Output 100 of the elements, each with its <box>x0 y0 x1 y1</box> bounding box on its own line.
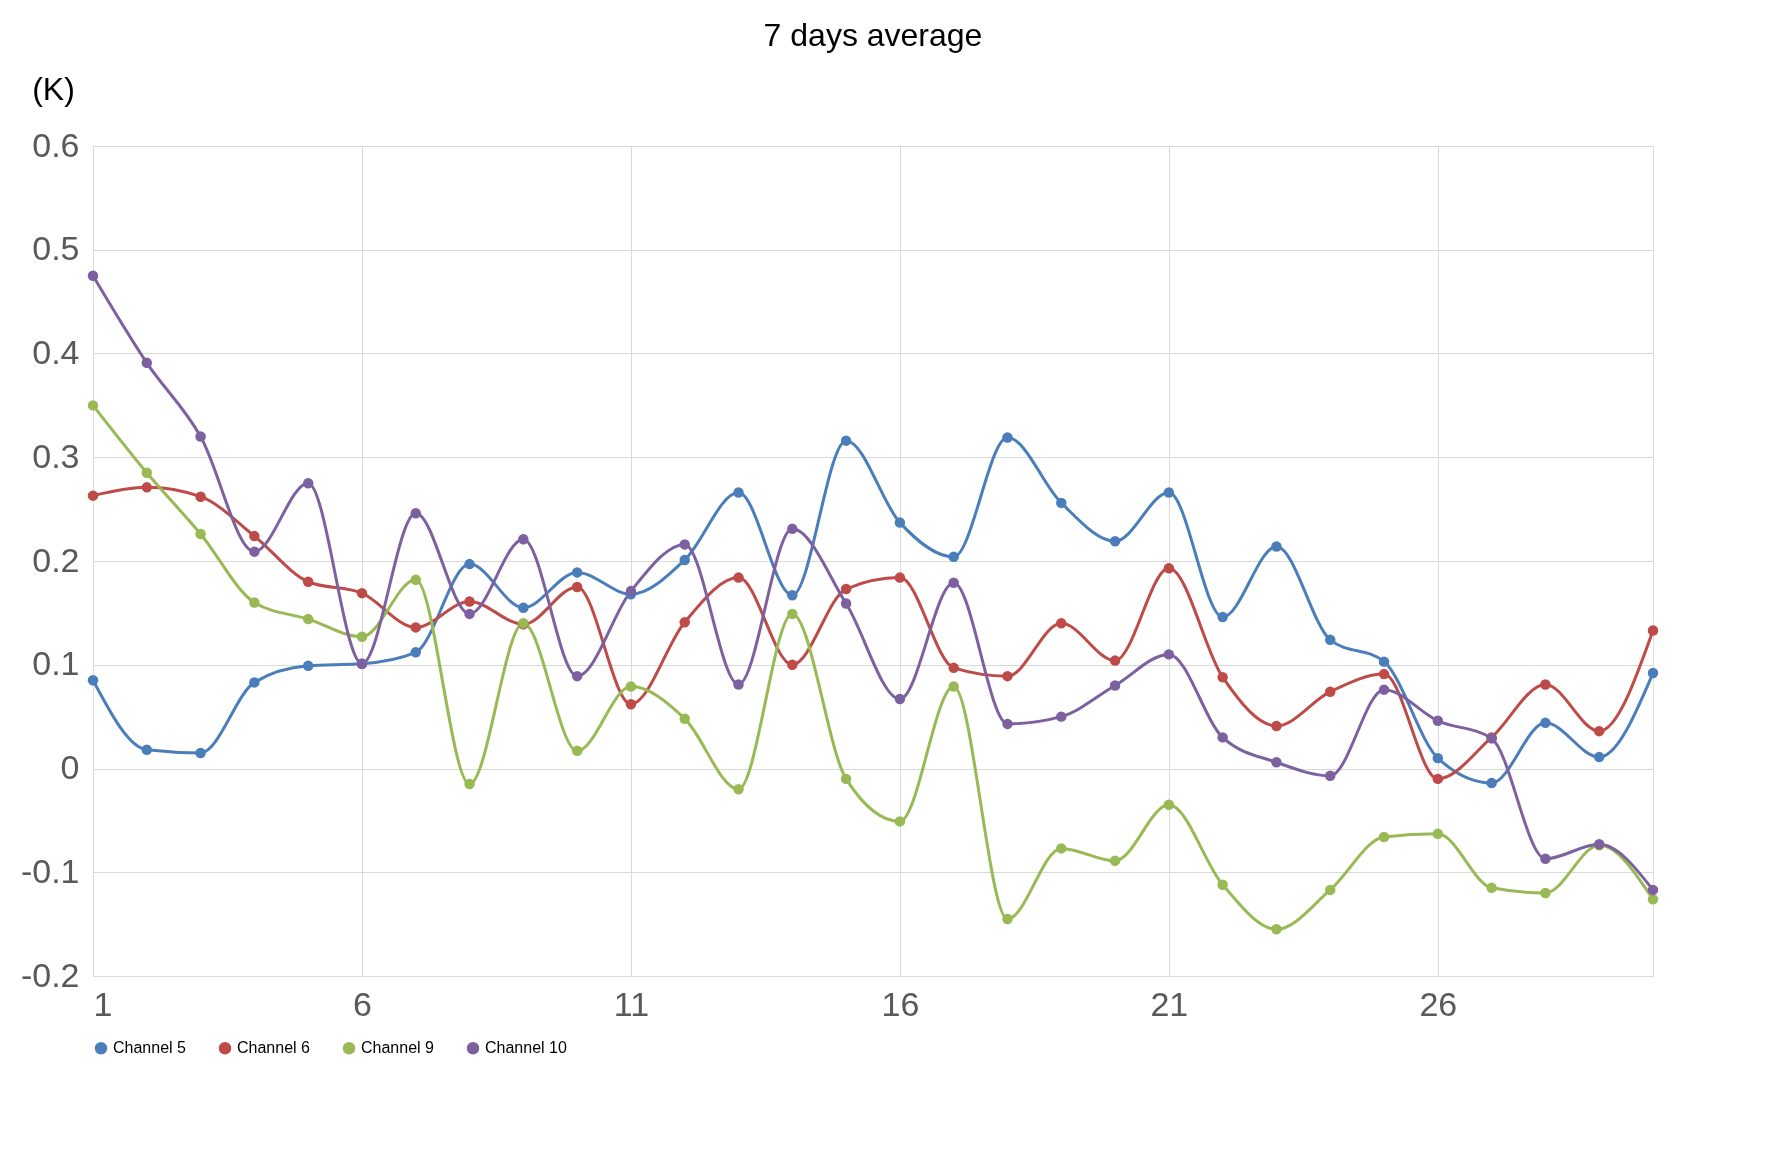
point <box>733 679 744 690</box>
point <box>356 587 368 599</box>
point <box>1325 686 1336 697</box>
point <box>948 577 959 589</box>
point <box>1540 679 1551 690</box>
point <box>356 631 368 642</box>
point <box>894 572 906 583</box>
point <box>1325 884 1336 896</box>
point <box>518 602 529 613</box>
point <box>1217 732 1228 743</box>
y-tick-label: 0.2 <box>32 540 80 579</box>
point <box>464 608 475 620</box>
point <box>1540 717 1551 729</box>
point <box>733 487 744 498</box>
point <box>1002 913 1013 925</box>
point <box>302 613 314 625</box>
y-tick-label: 0.3 <box>32 436 80 475</box>
point <box>1271 924 1282 935</box>
point <box>1109 680 1121 691</box>
point <box>1056 843 1067 854</box>
y-tick-label: 0.1 <box>32 644 80 683</box>
point <box>894 816 906 827</box>
point <box>1109 855 1121 867</box>
point <box>464 558 475 570</box>
point <box>1217 611 1228 623</box>
point <box>1647 625 1659 636</box>
point <box>1217 671 1228 683</box>
point <box>141 482 153 493</box>
point <box>410 622 421 633</box>
point <box>1002 670 1013 682</box>
point <box>1432 828 1444 840</box>
legend-label: Channel 10 <box>485 1039 567 1057</box>
point <box>948 551 959 563</box>
point <box>1647 667 1659 679</box>
point <box>787 590 798 601</box>
point <box>948 662 959 674</box>
point <box>1378 831 1390 843</box>
point <box>1432 715 1444 727</box>
point <box>141 744 153 756</box>
point <box>679 616 690 628</box>
x-tick-label: 6 <box>353 984 372 1023</box>
point <box>1109 536 1121 547</box>
point <box>87 490 99 501</box>
point <box>894 693 906 705</box>
point <box>195 431 206 442</box>
point <box>1540 887 1551 899</box>
point <box>1056 618 1067 629</box>
point <box>302 576 314 587</box>
point <box>1378 656 1390 667</box>
legend-label: Channel 9 <box>361 1039 435 1057</box>
point <box>141 467 153 479</box>
point <box>679 539 690 550</box>
point <box>840 435 852 446</box>
point <box>464 778 475 790</box>
legend-label: Channel 6 <box>237 1039 311 1057</box>
x-tick-label: 26 <box>1419 984 1458 1023</box>
legend-label: Channel 5 <box>113 1039 187 1057</box>
y-tick-label: 0.5 <box>32 229 80 268</box>
point <box>1432 773 1444 785</box>
point <box>249 546 260 557</box>
x-tick-label: 16 <box>881 984 920 1023</box>
point <box>1486 777 1497 789</box>
point <box>1378 668 1390 680</box>
y-tick-label: 0.6 <box>32 125 80 164</box>
point <box>518 533 529 545</box>
point <box>733 572 744 583</box>
point <box>1271 757 1282 768</box>
point <box>625 698 637 710</box>
point <box>1056 711 1067 722</box>
point <box>787 608 798 620</box>
point <box>249 597 260 608</box>
y-tick-label: 0.4 <box>32 333 80 371</box>
y-tick-label: -0.2 <box>20 955 80 994</box>
chart-title: 7 days average <box>763 17 983 53</box>
point <box>410 647 421 658</box>
point <box>464 596 475 607</box>
point <box>840 598 852 609</box>
point <box>1540 853 1551 864</box>
point <box>1486 882 1497 894</box>
point <box>410 508 421 519</box>
point <box>571 581 583 593</box>
point <box>87 400 99 411</box>
point <box>87 675 99 686</box>
point <box>195 491 206 502</box>
point <box>1593 725 1605 737</box>
point <box>1432 752 1444 764</box>
point <box>679 713 690 724</box>
point <box>787 523 798 535</box>
point <box>1325 634 1336 646</box>
point <box>249 677 260 688</box>
point <box>1109 655 1121 666</box>
point <box>1163 649 1175 660</box>
point <box>840 773 852 785</box>
point <box>141 357 153 369</box>
y-tick-label: -0.1 <box>20 851 80 890</box>
point <box>1325 770 1336 781</box>
point <box>1647 893 1659 905</box>
point <box>1271 541 1282 552</box>
x-tick-label: 21 <box>1150 984 1189 1023</box>
point <box>571 567 583 578</box>
